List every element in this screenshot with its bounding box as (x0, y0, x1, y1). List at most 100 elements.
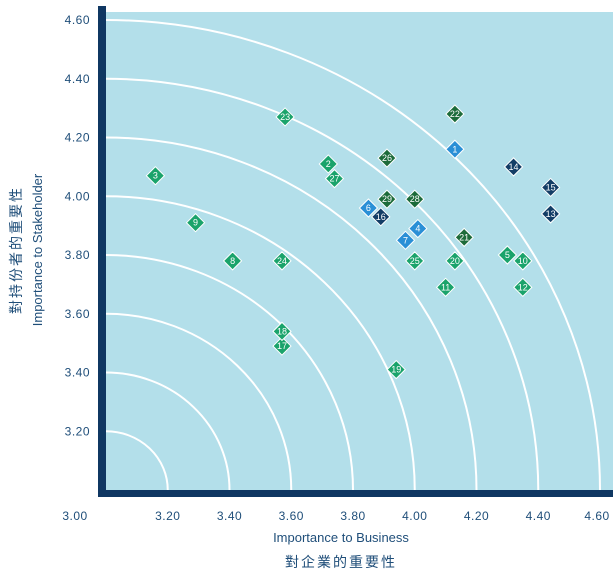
point-24: 24 (272, 251, 292, 271)
y-tick-label: 3.80 (65, 248, 90, 262)
point-5: 5 (497, 245, 518, 265)
point-marker (145, 165, 166, 186)
point-11: 11 (435, 277, 456, 298)
point-marker (377, 189, 397, 209)
point-label: 22 (450, 109, 460, 119)
point-marker (513, 251, 533, 271)
point-8: 8 (222, 251, 243, 271)
x-tick-label: 3.60 (279, 509, 304, 523)
x-axis-title: Importance to Business (273, 530, 409, 545)
point-label: 19 (391, 365, 401, 375)
point-label: 2 (326, 159, 331, 169)
point-7: 7 (395, 230, 416, 251)
point-4: 4 (408, 218, 428, 239)
point-marker (445, 251, 465, 271)
point-13: 13 (540, 204, 561, 224)
point-6: 6 (358, 198, 379, 218)
point-18: 18 (272, 321, 292, 342)
y-axis-title-cn: 對持份者的重要性 (9, 186, 25, 314)
point-marker (272, 251, 292, 271)
point-label: 10 (518, 256, 528, 266)
x-axis-ticks: 3.00 3.20 3.40 3.60 3.80 4.00 4.20 4.40 4.60 (62, 509, 609, 523)
x-tick-label: 3.40 (217, 509, 242, 523)
point-label: 6 (366, 203, 371, 213)
point-marker (358, 198, 379, 218)
point-marker (540, 204, 561, 224)
point-label: 16 (376, 212, 386, 222)
arc-6 (106, 136, 478, 490)
point-19: 19 (386, 359, 406, 380)
point-label: 15 (546, 182, 556, 192)
point-26: 26 (377, 148, 397, 168)
point-label: 5 (505, 250, 510, 260)
point-label: 23 (280, 112, 290, 122)
point-10: 10 (513, 251, 533, 271)
point-label: 17 (277, 341, 287, 351)
arc-5 (106, 195, 416, 490)
point-label: 1 (452, 144, 457, 154)
arc-1 (106, 430, 169, 490)
point-1: 1 (445, 139, 465, 159)
point-marker (445, 104, 465, 124)
point-2: 2 (318, 154, 339, 174)
point-label: 27 (329, 174, 339, 184)
point-29: 29 (377, 189, 397, 209)
point-label: 14 (509, 162, 519, 172)
plot-background (106, 12, 613, 490)
point-28: 28 (405, 189, 425, 209)
point-20: 20 (445, 251, 465, 271)
point-label: 24 (277, 256, 287, 266)
point-12: 12 (513, 277, 533, 298)
x-tick-label: 4.60 (584, 509, 609, 523)
point-label: 20 (450, 256, 460, 266)
y-axis-ticks: 3.20 3.40 3.60 3.80 4.00 4.20 4.40 4.60 (65, 13, 90, 438)
point-marker (371, 207, 391, 227)
arc-3 (106, 312, 293, 490)
point-label: 8 (230, 256, 235, 266)
point-marker (377, 148, 397, 168)
point-17: 17 (272, 336, 292, 356)
point-label: 25 (410, 256, 420, 266)
point-label: 29 (382, 194, 392, 204)
y-axis-title: Importance to Stakeholder (30, 173, 45, 326)
y-tick-label: 3.60 (65, 307, 90, 321)
point-marker (275, 107, 295, 127)
y-tick-label: 4.00 (65, 189, 90, 203)
y-tick-label: 3.40 (65, 366, 90, 380)
point-label: 11 (441, 282, 450, 292)
x-tick-label: 4.20 (464, 509, 489, 523)
point-marker (454, 227, 474, 248)
point-label: 3 (153, 171, 158, 181)
point-25: 25 (405, 251, 425, 271)
y-tick-label: 4.20 (65, 131, 90, 145)
point-label: 21 (459, 232, 469, 242)
y-axis-line (98, 6, 106, 496)
point-14: 14 (503, 157, 524, 177)
point-marker (222, 251, 243, 271)
x-tick-label: 4.00 (402, 509, 427, 523)
point-marker (272, 321, 292, 342)
point-marker (395, 230, 416, 251)
point-label: 4 (415, 224, 420, 234)
point-marker (503, 157, 524, 177)
point-marker (386, 359, 406, 380)
point-marker (405, 189, 425, 209)
point-label: 28 (410, 194, 420, 204)
point-15: 15 (540, 177, 561, 198)
point-22: 22 (445, 104, 465, 124)
point-marker (497, 245, 518, 265)
point-label: 12 (518, 282, 528, 292)
point-23: 23 (275, 107, 295, 127)
point-marker (445, 139, 465, 159)
point-27: 27 (324, 168, 345, 189)
point-marker (513, 277, 533, 298)
y-tick-label: 4.60 (65, 13, 90, 27)
y-tick-label: 3.20 (65, 424, 90, 438)
point-label: 7 (403, 235, 408, 245)
x-tick-label: 3.00 (62, 509, 87, 523)
point-label: 13 (546, 209, 556, 219)
point-marker (540, 177, 561, 198)
point-marker (405, 251, 425, 271)
